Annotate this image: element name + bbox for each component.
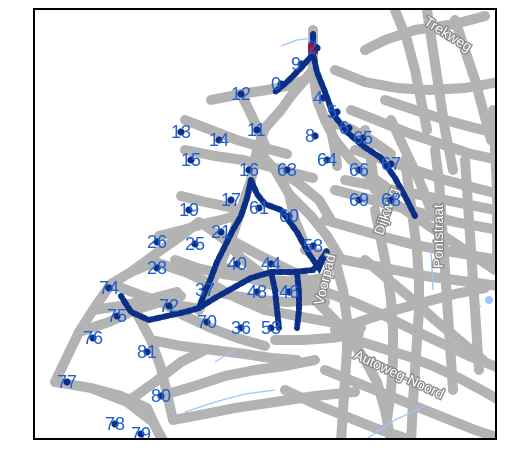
point-label-40[interactable]: 40 [227,254,247,274]
point-marker[interactable] [355,166,363,174]
point-label-72[interactable]: 72 [159,296,179,316]
point-label-14[interactable]: 14 [209,130,229,150]
point-label-0[interactable]: 0 [271,74,281,94]
point-label-44[interactable]: 44 [261,254,281,274]
point-marker[interactable] [227,196,235,204]
point-label-28[interactable]: 28 [147,258,167,278]
point-label-74[interactable]: 74 [99,278,119,298]
point-marker[interactable] [177,128,185,136]
point-label-79[interactable]: 79 [131,424,151,440]
point-marker[interactable] [165,302,173,310]
point-label-21[interactable]: 21 [211,222,231,242]
point-label-8[interactable]: 8 [305,126,315,146]
point-label-61[interactable]: 61 [249,198,269,218]
point-marker[interactable] [113,312,121,320]
point-marker[interactable] [253,288,261,296]
point-marker[interactable] [157,392,165,400]
point-marker[interactable] [311,132,319,140]
point-marker[interactable] [201,286,209,294]
point-label-70[interactable]: 70 [197,312,217,332]
point-marker[interactable] [245,166,253,174]
point-label-81[interactable]: 81 [137,342,157,362]
point-marker[interactable] [387,160,395,168]
point-marker[interactable] [237,90,245,98]
point-marker[interactable] [185,206,193,214]
point-label-76[interactable]: 76 [83,328,103,348]
point-label-11[interactable]: 11 [247,120,266,140]
point-label-12[interactable]: 12 [231,84,251,104]
point-marker[interactable] [285,212,293,220]
point-marker[interactable] [283,166,291,174]
point-marker[interactable] [267,324,275,332]
point-label-68[interactable]: 68 [381,190,401,210]
point-marker[interactable] [153,264,161,272]
point-label-77[interactable]: 77 [57,372,77,392]
point-marker[interactable] [143,348,151,356]
point-label-6[interactable]: 6 [339,118,349,138]
point-label-36[interactable]: 36 [231,318,251,338]
point-label-17[interactable]: 17 [221,190,241,210]
point-marker[interactable] [137,430,145,438]
point-marker[interactable] [215,136,223,144]
point-marker[interactable] [267,260,275,268]
point-label-5[interactable]: 5 [327,102,337,122]
point-marker[interactable] [105,284,113,292]
point-label-75[interactable]: 75 [107,306,127,326]
point-label-19[interactable]: 19 [179,200,199,220]
point-label-48[interactable]: 48 [247,282,267,302]
point-label-46[interactable]: 46 [279,282,299,302]
waterways [184,37,493,438]
point-marker[interactable] [237,324,245,332]
point-marker[interactable] [63,378,71,386]
point-label-63[interactable]: 63 [277,160,297,180]
point-label-15[interactable]: 15 [181,150,201,170]
point-label-58[interactable]: 58 [303,236,323,256]
point-label-65[interactable]: 65 [353,128,373,148]
point-marker[interactable] [233,260,241,268]
point-labels: 290 456 65 8 67 64 66 69 68 12 11 13 14 15 16 63 17 61 60 1… [57,38,401,440]
point-marker[interactable] [187,156,195,164]
point-label-2[interactable]: 2 [307,38,317,58]
point-label-53[interactable]: 53 [261,318,281,338]
point-label-69[interactable]: 69 [349,190,369,210]
point-label-26[interactable]: 26 [147,232,167,252]
point-marker[interactable] [319,94,327,102]
point-marker[interactable] [191,240,199,248]
point-label-64[interactable]: 64 [317,150,337,170]
point-label-4[interactable]: 4 [313,88,323,108]
point-marker[interactable] [253,126,261,134]
point-label-78[interactable]: 78 [105,414,125,434]
point-marker[interactable] [277,80,285,88]
point-marker[interactable] [355,196,363,204]
point-marker[interactable] [313,44,321,52]
point-marker[interactable] [285,288,293,296]
point-marker[interactable] [89,334,97,342]
point-marker[interactable] [111,420,119,428]
point-label-80[interactable]: 80 [151,386,171,406]
point-marker[interactable] [217,228,225,236]
point-label-9[interactable]: 9 [291,54,301,74]
point-label-67[interactable]: 67 [381,154,401,174]
point-marker[interactable] [203,318,211,326]
point-label-60[interactable]: 60 [279,206,299,226]
point-marker[interactable] [387,196,395,204]
point-marker[interactable] [333,108,341,116]
point-label-37[interactable]: 37 [195,280,215,300]
map-frame[interactable]: Trekweg Dijkweg Pontstraat Voorpad Autoweg-N… [33,8,497,440]
point-marker[interactable] [153,238,161,246]
point-label-25[interactable]: 25 [185,234,205,254]
point-marker[interactable] [309,242,317,250]
point-marker[interactable] [345,124,353,132]
point-marker[interactable] [323,156,331,164]
point-marker[interactable] [255,204,263,212]
point-label-16[interactable]: 16 [239,160,259,180]
street-label-pontstraat: Pontstraat [430,204,446,268]
point-label-13[interactable]: 13 [171,122,191,142]
point-marker[interactable] [359,134,367,142]
point-marker[interactable] [297,60,305,68]
point-label-66[interactable]: 66 [349,160,369,180]
